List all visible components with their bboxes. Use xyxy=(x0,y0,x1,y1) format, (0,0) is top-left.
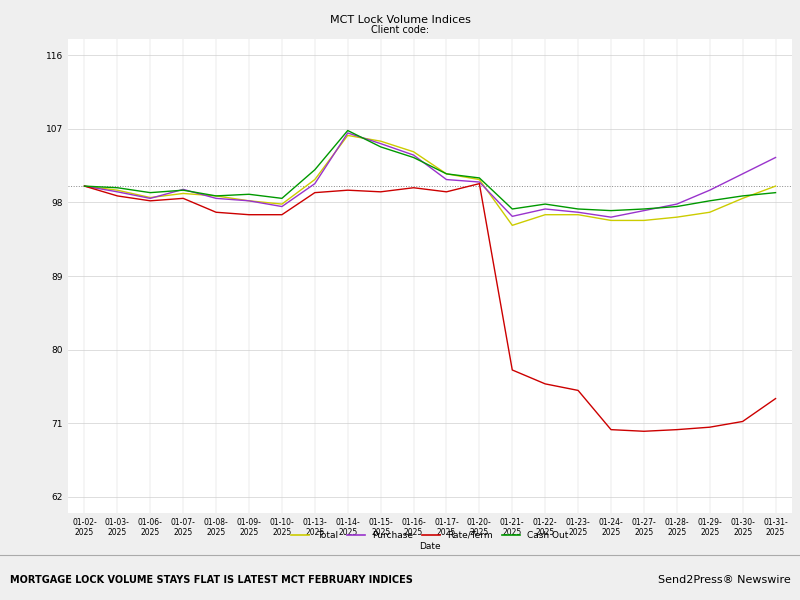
Text: Send2Press® Newswire: Send2Press® Newswire xyxy=(658,575,790,585)
Legend: Total, Purchase, Rate/Term, Cash Out: Total, Purchase, Rate/Term, Cash Out xyxy=(288,527,572,544)
Text: MORTGAGE LOCK VOLUME STAYS FLAT IS LATEST MCT FEBRUARY INDICES: MORTGAGE LOCK VOLUME STAYS FLAT IS LATES… xyxy=(10,575,413,585)
X-axis label: Date: Date xyxy=(419,542,441,551)
Text: MCT Lock Volume Indices: MCT Lock Volume Indices xyxy=(330,15,470,25)
Text: Client code:: Client code: xyxy=(371,25,429,35)
